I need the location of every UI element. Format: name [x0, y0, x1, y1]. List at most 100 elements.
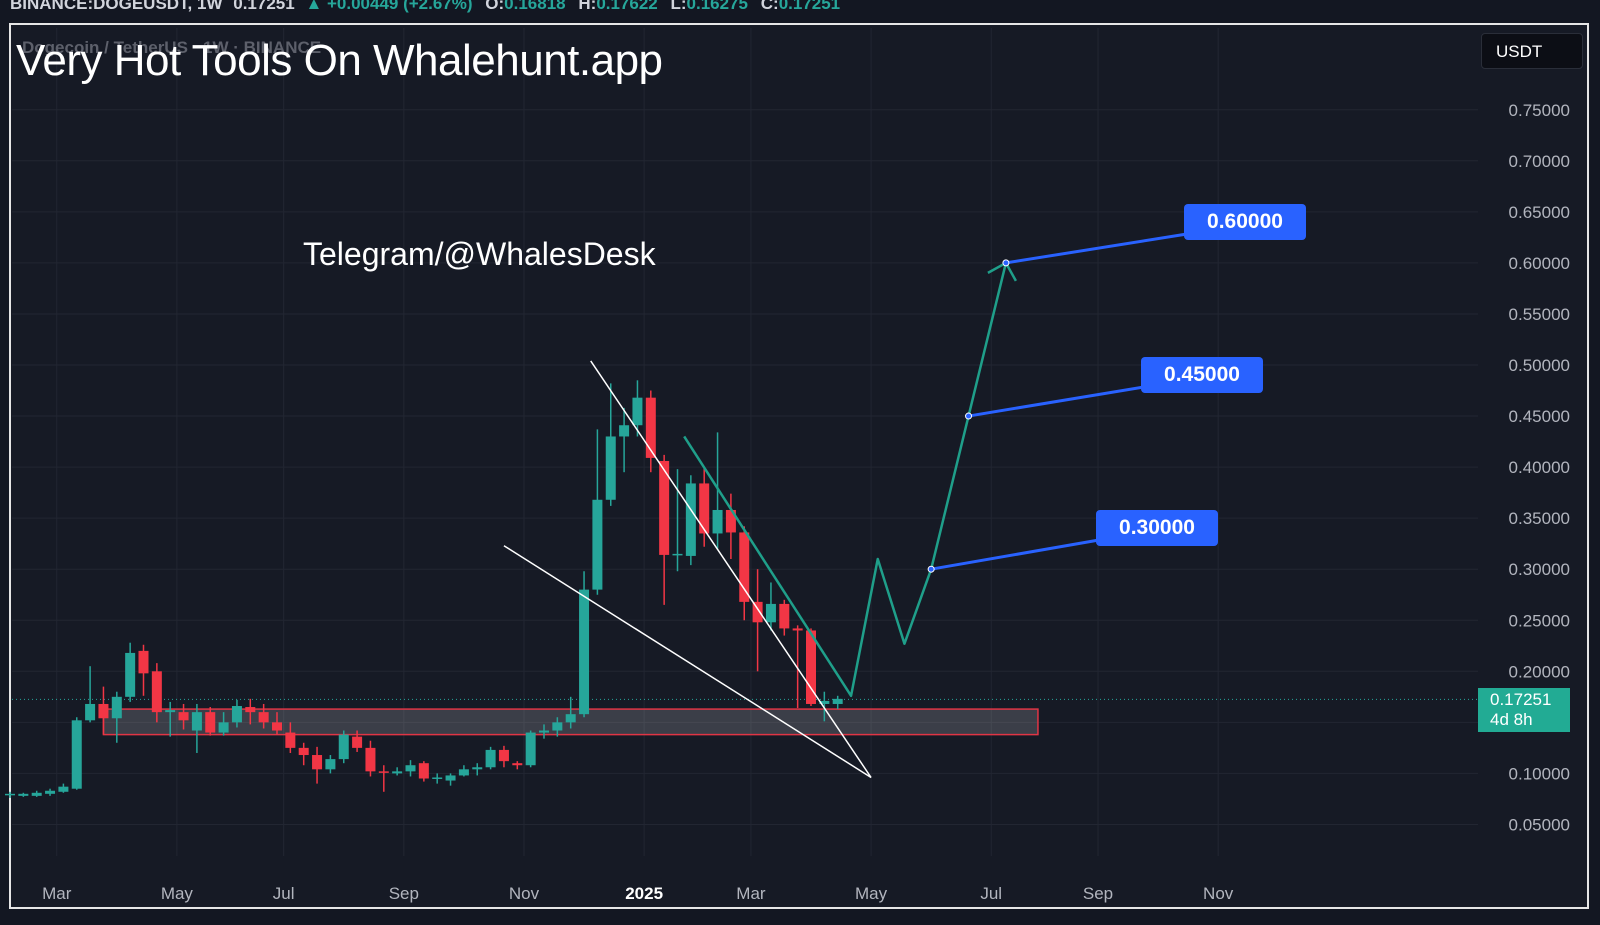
- candle: [231, 699, 242, 728]
- candle: [218, 712, 229, 736]
- candle: [672, 469, 683, 572]
- candle: [365, 740, 376, 777]
- candle: [432, 773, 443, 784]
- candle-body: [165, 710, 176, 713]
- candle-body: [405, 765, 416, 772]
- y-tick-label: 0.35000: [1509, 509, 1570, 528]
- open-label: O:: [485, 0, 505, 13]
- grid-layer: [12, 28, 1478, 856]
- target-point: [927, 565, 935, 573]
- y-tick-label: 0.50000: [1509, 356, 1570, 375]
- candle-body: [231, 706, 242, 723]
- y-tick-label: 0.45000: [1509, 407, 1570, 426]
- candle-body: [765, 603, 776, 623]
- high-label: H:: [578, 0, 597, 13]
- change-label: ▲ +0.00449 (+2.67%): [305, 0, 473, 13]
- candle: [632, 380, 643, 437]
- candle-body: [298, 747, 309, 756]
- candle: [539, 724, 549, 739]
- candle-body: [365, 747, 376, 772]
- candle: [5, 791, 15, 798]
- y-tick-label: 0.20000: [1509, 662, 1570, 681]
- candles-layer: [5, 380, 843, 798]
- candle: [111, 691, 122, 743]
- candle: [98, 686, 109, 735]
- y-tick-label: 0.60000: [1509, 254, 1570, 273]
- x-tick-label: Sep: [1083, 884, 1113, 903]
- candle: [191, 703, 202, 753]
- candle-body: [245, 707, 256, 713]
- x-tick-label: May: [161, 884, 194, 903]
- candle-body: [592, 499, 603, 590]
- candle: [579, 571, 590, 718]
- candle-body: [512, 763, 523, 766]
- x-tick-label: 2025: [625, 884, 663, 903]
- y-tick-label: 0.10000: [1509, 764, 1570, 783]
- candle: [85, 666, 96, 723]
- candle-body: [111, 696, 122, 719]
- candle: [725, 493, 736, 559]
- candle: [819, 691, 830, 722]
- candle-body: [125, 652, 136, 697]
- bar-countdown: 4d 8h: [1490, 710, 1533, 729]
- candle-body: [699, 483, 710, 534]
- candle: [645, 390, 656, 473]
- y-tick-label: 0.40000: [1509, 458, 1570, 477]
- candle: [565, 696, 576, 729]
- candle: [525, 730, 536, 768]
- candle-body: [819, 700, 830, 704]
- symbol-watermark: Dogecoin / TetherUS · 1W · BINANCE: [22, 38, 322, 57]
- candle: [138, 644, 149, 696]
- candle: [685, 475, 696, 566]
- candle-body: [539, 730, 549, 733]
- candle-body: [31, 792, 42, 796]
- y-tick-label: 0.30000: [1509, 560, 1570, 579]
- candle-body: [779, 603, 790, 629]
- candle-body: [739, 532, 750, 602]
- target-connector: [930, 538, 1100, 571]
- currency-button[interactable]: USDT: [1481, 33, 1583, 69]
- target-label-030: 0.30000: [1096, 510, 1218, 546]
- candle-body: [312, 755, 323, 770]
- y-tick-label: 0.75000: [1509, 101, 1570, 120]
- candle-body: [445, 775, 456, 781]
- candle: [739, 526, 750, 621]
- candle-body: [832, 698, 843, 704]
- candle-body: [98, 703, 109, 719]
- chart-frame[interactable]: [9, 23, 1589, 909]
- candle: [325, 755, 336, 774]
- candle-body: [352, 736, 363, 748]
- candle-body: [458, 769, 469, 776]
- close-value: 0.17251: [778, 0, 841, 13]
- y-tick-label: 0.70000: [1509, 152, 1570, 171]
- y-tick-label: 0.55000: [1509, 305, 1570, 324]
- candle-body: [565, 714, 576, 723]
- candle: [605, 383, 616, 506]
- candle: [458, 765, 469, 777]
- candle: [752, 569, 763, 672]
- x-tick-label: Mar: [42, 884, 72, 903]
- candle-body: [272, 722, 282, 731]
- candle-body: [645, 397, 656, 458]
- candle-body: [752, 601, 763, 623]
- candle: [619, 407, 630, 473]
- candle-body: [258, 712, 269, 723]
- candle: [418, 761, 429, 782]
- current-price-value: 0.17251: [1490, 690, 1552, 709]
- telegram-handle: Telegram/@WhalesDesk: [303, 236, 656, 272]
- candle: [18, 792, 29, 797]
- low-value: 0.16275: [686, 0, 748, 13]
- symbol-label: BINANCE:DOGEUSDT, 1W: [10, 0, 223, 13]
- candle: [498, 745, 509, 768]
- candle-body: [45, 790, 56, 794]
- candle-body: [178, 712, 189, 721]
- candle: [272, 712, 282, 735]
- candle-body: [5, 793, 15, 796]
- promo-headline: Very Hot Tools On Whalehunt.app: [16, 36, 663, 85]
- candle-body: [138, 650, 149, 674]
- high-value: 0.17622: [596, 0, 658, 13]
- candle: [472, 763, 483, 776]
- target-connector: [968, 385, 1145, 418]
- candle-body: [85, 703, 96, 721]
